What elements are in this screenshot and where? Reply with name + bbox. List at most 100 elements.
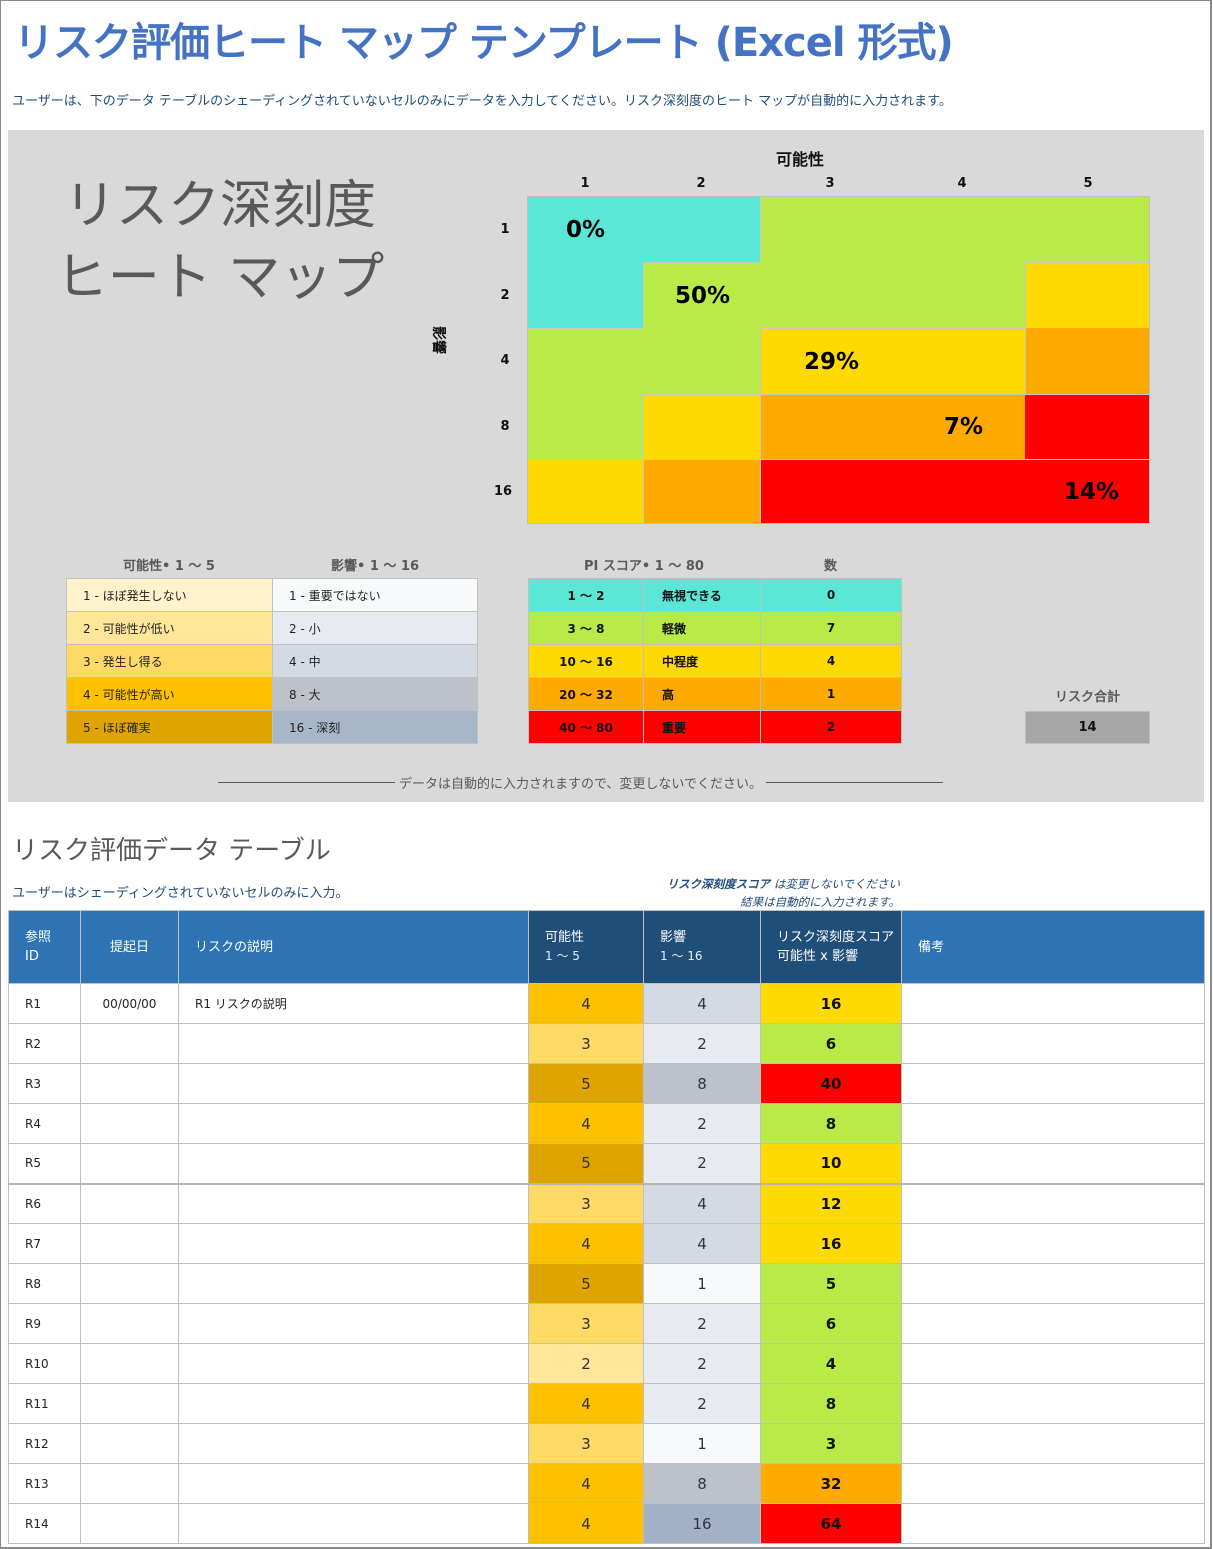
- ref-id-cell[interactable]: R12: [8, 1423, 81, 1464]
- likelihood-cell[interactable]: 5: [528, 1063, 644, 1104]
- notes-cell[interactable]: [901, 1423, 1205, 1464]
- description-cell[interactable]: [178, 1383, 529, 1424]
- date-cell[interactable]: [80, 1423, 179, 1464]
- heatmap-gridline: [760, 197, 761, 262]
- table-header-row: 参照 ID 提起日 リスクの説明 可能性 1 ～ 5 影響 1 ～ 16 リスク深刻度…: [8, 910, 1205, 984]
- notes-cell[interactable]: [901, 1263, 1205, 1304]
- date-cell[interactable]: [80, 1223, 179, 1264]
- header-ref-id-line2: ID: [25, 949, 39, 964]
- notes-cell[interactable]: [901, 1023, 1205, 1064]
- description-cell[interactable]: [178, 1263, 529, 1304]
- ref-id-cell[interactable]: R4: [8, 1103, 81, 1144]
- description-cell[interactable]: [178, 1063, 529, 1104]
- notes-cell[interactable]: [901, 1343, 1205, 1384]
- impact-cell[interactable]: 8: [643, 1463, 761, 1504]
- likelihood-cell[interactable]: 5: [528, 1263, 644, 1304]
- score-note-rest: は変更しないでください: [770, 877, 900, 891]
- notes-cell[interactable]: [901, 1182, 1205, 1224]
- ref-id-cell[interactable]: R13: [8, 1463, 81, 1504]
- likelihood-cell[interactable]: 4: [528, 1503, 644, 1544]
- likelihood-cell[interactable]: 4: [528, 1463, 644, 1504]
- impact-cell[interactable]: 16: [643, 1503, 761, 1544]
- header-description: リスクの説明: [178, 910, 529, 984]
- likelihood-cell[interactable]: 4: [528, 1223, 644, 1264]
- ref-id-cell[interactable]: R2: [8, 1023, 81, 1064]
- date-cell[interactable]: [80, 1263, 179, 1304]
- impact-cell[interactable]: 2: [643, 1383, 761, 1424]
- ref-id-cell[interactable]: R6: [8, 1182, 81, 1224]
- score-note-line2: 結果は自動的に入力されます。: [740, 895, 900, 909]
- date-cell[interactable]: [80, 1383, 179, 1424]
- likelihood-cell[interactable]: 4: [528, 983, 644, 1024]
- impact-cell[interactable]: 4: [643, 1182, 761, 1224]
- page-title: リスク評価ヒート マップ テンプレート (Excel 形式): [14, 20, 954, 66]
- description-cell[interactable]: [178, 1023, 529, 1064]
- notes-cell[interactable]: [901, 1303, 1205, 1344]
- impact-cell[interactable]: 2: [643, 1023, 761, 1064]
- date-cell[interactable]: [80, 1063, 179, 1104]
- impact-cell[interactable]: 2: [643, 1103, 761, 1144]
- ref-id-cell[interactable]: R14: [8, 1503, 81, 1544]
- likelihood-cell[interactable]: 5: [528, 1143, 644, 1184]
- description-cell[interactable]: [178, 1182, 529, 1224]
- notes-cell[interactable]: [901, 1223, 1205, 1264]
- impact-cell[interactable]: 2: [643, 1143, 761, 1184]
- legend-impact-item: 16 - 深刻: [272, 710, 478, 744]
- risk-data-table: 参照 ID 提起日 リスクの説明 可能性 1 ～ 5 影響 1 ～ 16 リスク深刻度…: [8, 910, 1205, 1544]
- impact-cell[interactable]: 1: [643, 1263, 761, 1304]
- ref-id-cell[interactable]: R5: [8, 1143, 81, 1184]
- page-instructions: ユーザーは、下のデータ テーブルのシェーディングされていないセルのみにデータを入…: [12, 94, 952, 109]
- description-cell[interactable]: [178, 1223, 529, 1264]
- ref-id-cell[interactable]: R9: [8, 1303, 81, 1344]
- impact-cell[interactable]: 2: [643, 1303, 761, 1344]
- description-cell[interactable]: [178, 1423, 529, 1464]
- date-cell[interactable]: [80, 1343, 179, 1384]
- date-cell[interactable]: [80, 1143, 179, 1184]
- heatmap-cell: [760, 328, 1025, 394]
- date-cell[interactable]: [80, 1503, 179, 1544]
- description-cell[interactable]: R1 リスクの説明: [178, 983, 529, 1024]
- notes-cell[interactable]: [901, 1063, 1205, 1104]
- impact-cell[interactable]: 4: [643, 1223, 761, 1264]
- likelihood-cell[interactable]: 3: [528, 1182, 644, 1224]
- description-cell[interactable]: [178, 1103, 529, 1144]
- notes-cell[interactable]: [901, 1143, 1205, 1184]
- notes-cell[interactable]: [901, 1503, 1205, 1544]
- likelihood-cell[interactable]: 3: [528, 1023, 644, 1064]
- description-cell[interactable]: [178, 1303, 529, 1344]
- date-cell[interactable]: [80, 1463, 179, 1504]
- likelihood-cell[interactable]: 3: [528, 1423, 644, 1464]
- impact-cell[interactable]: 1: [643, 1423, 761, 1464]
- pi-score-count: 1: [760, 677, 902, 711]
- likelihood-cell[interactable]: 3: [528, 1303, 644, 1344]
- notes-cell[interactable]: [901, 1463, 1205, 1504]
- likelihood-cell[interactable]: 2: [528, 1343, 644, 1384]
- date-cell[interactable]: [80, 1303, 179, 1344]
- ref-id-cell[interactable]: R8: [8, 1263, 81, 1304]
- notes-cell[interactable]: [901, 983, 1205, 1024]
- description-cell[interactable]: [178, 1143, 529, 1184]
- ref-id-cell[interactable]: R3: [8, 1063, 81, 1104]
- description-cell[interactable]: [178, 1463, 529, 1504]
- likelihood-cell[interactable]: 4: [528, 1383, 644, 1424]
- impact-cell[interactable]: 4: [643, 983, 761, 1024]
- ref-id-cell[interactable]: R7: [8, 1223, 81, 1264]
- ref-id-cell[interactable]: R10: [8, 1343, 81, 1384]
- description-cell[interactable]: [178, 1503, 529, 1544]
- impact-cell[interactable]: 8: [643, 1063, 761, 1104]
- date-cell[interactable]: 00/00/00: [80, 983, 179, 1024]
- table-row: R4 4 2 8: [8, 1103, 1205, 1144]
- pi-score-level: 中程度: [643, 644, 761, 678]
- score-cell: 8: [760, 1103, 902, 1144]
- ref-id-cell[interactable]: R1: [8, 983, 81, 1024]
- date-cell[interactable]: [80, 1023, 179, 1064]
- notes-cell[interactable]: [901, 1383, 1205, 1424]
- date-cell[interactable]: [80, 1182, 179, 1224]
- ref-id-cell[interactable]: R11: [8, 1383, 81, 1424]
- header-notes: 備考: [901, 910, 1205, 984]
- impact-cell[interactable]: 2: [643, 1343, 761, 1384]
- notes-cell[interactable]: [901, 1103, 1205, 1144]
- date-cell[interactable]: [80, 1103, 179, 1144]
- likelihood-cell[interactable]: 4: [528, 1103, 644, 1144]
- description-cell[interactable]: [178, 1343, 529, 1384]
